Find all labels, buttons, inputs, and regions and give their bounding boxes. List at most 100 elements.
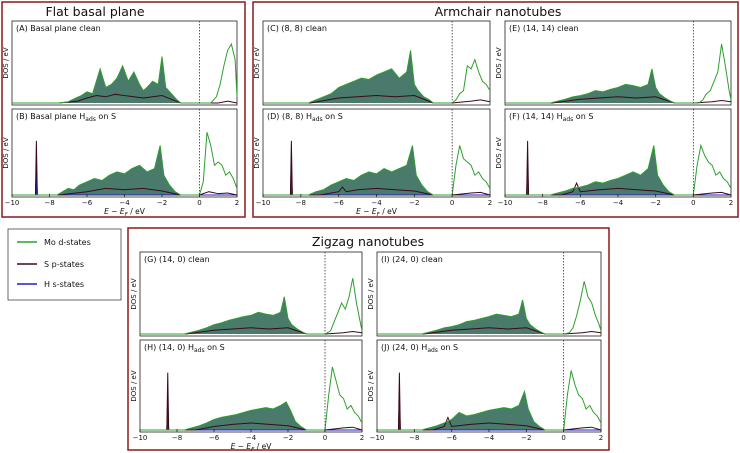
panel-i: (I) (24, 0) clean DOS / eV [367, 251, 602, 337]
legend-label-h: H s-states [44, 280, 84, 289]
panel-h-occupied-fill [140, 402, 325, 430]
panel-b-xtick-label: 0 [197, 199, 201, 207]
panel-f: (F) (14, 14) Hads on S DOS / eV −10 −8 −6 −4 −… [495, 108, 733, 207]
panel-b-ylabel: DOS / eV [2, 137, 10, 168]
panel-g-title: (G) (14, 0) clean [144, 255, 210, 264]
panel-d-s-p-series [263, 140, 491, 196]
panel-j-xtick-label: −2 [521, 434, 531, 442]
panel-h-xtick-label: −2 [283, 434, 293, 442]
panel-b-xtick-label: −2 [157, 199, 167, 207]
panel-b-occupied-fill [12, 145, 200, 195]
panel-g: (G) (14, 0) clean DOS / eV [130, 251, 363, 337]
panel-g-occupied-fill [140, 296, 325, 334]
panel-c-occupied-fill [263, 50, 453, 103]
panel-e-ylabel: DOS / eV [495, 47, 503, 78]
panel-d-title: (D) (8, 8) Hads on S [267, 112, 343, 123]
panel-b-title: (B) Basal plane Hads on S [16, 112, 116, 123]
panel-i-mo-d-series [377, 281, 602, 335]
panel-g-s-p-series [140, 327, 363, 335]
panel-c-mo-d-series [263, 50, 491, 104]
panel-b-mo-d-series [12, 132, 238, 196]
legend-label-s: S p-states [44, 260, 84, 269]
panel-d-xtick-label: −6 [334, 199, 345, 207]
panel-i-ylabel: DOS / eV [367, 278, 375, 309]
panel-e-occupied-fill [505, 68, 694, 103]
group-title-armchair: Armchair nanotubes [435, 4, 562, 19]
panel-d: (D) (8, 8) Hads on S DOS / eV −10 −8 −6 −4 −2 0… [253, 108, 492, 218]
panel-b-xtick-label: −4 [119, 199, 130, 207]
panel-d-occupied-fill [263, 145, 453, 195]
panel-f-xtick-label: −4 [613, 199, 624, 207]
panel-d-xtick-label: −8 [296, 199, 306, 207]
panel-j-mo-d-series [377, 370, 602, 431]
panel-a-title: (A) Basal plane clean [16, 24, 101, 33]
panel-f-mo-d-series [505, 143, 732, 196]
panel-g-ylabel: DOS / eV [130, 278, 138, 309]
panel-f-xtick-label: −8 [538, 199, 548, 207]
panel-d-xtick-label: −4 [371, 199, 382, 207]
panel-a: (A) Basal plane clean DOS / eV [2, 20, 238, 106]
panel-c-s-p-series [263, 95, 491, 104]
panel-h-ylabel: DOS / eV [130, 370, 138, 401]
panel-f-xtick-label: −2 [651, 199, 661, 207]
legend-label-mo: Mo d-states [44, 238, 91, 247]
panel-d-xtick-label: 2 [488, 199, 492, 207]
panel-b-xtick-label: −6 [82, 199, 93, 207]
panel-h-xlabel: E − EF / eV [231, 442, 273, 453]
panel-h-xtick-label: −6 [209, 434, 220, 442]
panel-c-title: (C) (8, 8) clean [267, 24, 327, 33]
panel-f-ylabel: DOS / eV [495, 137, 503, 168]
panel-j-title: (J) (24, 0) Hads on S [381, 343, 458, 354]
group-title-zigzag: Zigzag nanotubes [312, 234, 424, 249]
panel-b-s-p-series [12, 140, 238, 196]
panel-h-xtick-label: 0 [323, 434, 327, 442]
panel-j-s-p-series [377, 372, 602, 431]
panel-j-xtick-label: −8 [409, 434, 419, 442]
group-frame-armchair [252, 1, 739, 218]
panel-c: (C) (8, 8) clean DOS / eV [253, 20, 491, 106]
group-title-flat: Flat basal plane [45, 4, 144, 19]
panel-i-s-p-series [377, 327, 602, 335]
panel-f-xtick-label: −10 [498, 199, 513, 207]
panel-j-xtick-label: 0 [561, 434, 565, 442]
panel-h-xtick-label: 2 [360, 434, 364, 442]
panel-d-xtick-label: 0 [450, 199, 454, 207]
panel-g-mo-d-series [140, 278, 363, 335]
panel-j-xtick-label: −6 [447, 434, 458, 442]
group-frame-zigzag [127, 227, 610, 451]
panel-j-occupied-fill [377, 391, 564, 430]
panel-c-ylabel: DOS / eV [253, 47, 261, 78]
panel-d-xtick-label: −10 [256, 199, 271, 207]
panel-f-s-p-series [505, 140, 732, 196]
panel-e-mo-d-series [505, 44, 732, 104]
panel-f-occupied-fill [505, 145, 694, 195]
panel-h-mo-d-series [140, 366, 363, 431]
panel-i-occupied-fill [377, 299, 564, 334]
panel-h: (H) (14, 0) Hads on S DOS / eV −10 −8 −6 −4 −2… [130, 339, 364, 453]
panel-f-xtick-label: −6 [575, 199, 586, 207]
panel-f-xtick-label: 2 [729, 199, 733, 207]
panel-j: (J) (24, 0) Hads on S DOS / eV −10 −8 −6 −4 −2… [367, 339, 603, 442]
panel-h-title: (H) (14, 0) Hads on S [144, 343, 225, 354]
panel-d-mo-d-series [263, 145, 491, 196]
panel-f-title: (F) (14, 14) Hads on S [509, 112, 593, 123]
panel-a-mo-d-series [12, 42, 238, 104]
panel-j-ylabel: DOS / eV [367, 370, 375, 401]
panel-e: (E) (14, 14) clean DOS / eV [495, 20, 732, 106]
panel-d-ylabel: DOS / eV [253, 137, 261, 168]
panel-f-xtick-label: 0 [691, 199, 695, 207]
panel-b-xtick-label: 2 [235, 199, 239, 207]
panel-h-xtick-label: −10 [133, 434, 148, 442]
panel-h-s-p-series [140, 372, 363, 431]
panel-a-occupied-fill [12, 56, 200, 103]
panel-e-title: (E) (14, 14) clean [509, 24, 579, 33]
panel-d-xtick-label: −2 [409, 199, 419, 207]
legend: Mo d-states S p-states H s-states [7, 228, 122, 301]
panel-a-ylabel: DOS / eV [2, 47, 10, 78]
panel-d-xlabel: E − EF / eV [356, 207, 398, 218]
panel-b: (B) Basal plane Hads on S DOS / eV −10 −8 −6… [2, 108, 239, 218]
panel-b-xtick-label: −8 [44, 199, 54, 207]
panel-i-title: (I) (24, 0) clean [381, 255, 443, 264]
panel-e-s-p-series [505, 96, 732, 104]
